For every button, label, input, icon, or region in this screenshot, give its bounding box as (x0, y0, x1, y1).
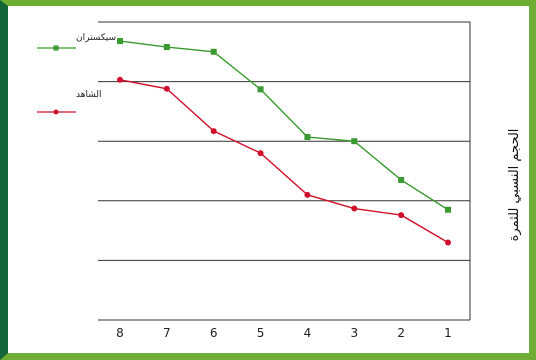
series-2-point-3 (351, 205, 358, 212)
legend-marker-1 (53, 45, 59, 51)
series-2-point-4 (304, 191, 311, 198)
series-2 (117, 76, 451, 246)
legend-label-2: الشاهد (76, 90, 101, 100)
chart-area (8, 6, 529, 353)
series-2-line (119, 79, 449, 244)
series-1-point-6 (210, 48, 217, 55)
x-tick-labels: 1 2 3 4 5 6 7 8 (116, 326, 452, 340)
series-1-point-3 (351, 138, 358, 145)
series-1-point-4 (304, 134, 311, 141)
series-2-point-2 (398, 212, 405, 219)
series-1-point-1 (445, 206, 451, 213)
series-1-point-8 (117, 38, 123, 45)
x-tick-label-7: 7 (163, 326, 171, 340)
series-2-point-5 (257, 150, 264, 157)
series-1-point-5 (257, 86, 264, 93)
series-1-line (119, 40, 449, 211)
y-axis-label: الحجم النسبي للثمرة (507, 129, 522, 242)
series-2-point-1 (445, 239, 451, 246)
series-2-point-8 (117, 76, 123, 83)
x-tick-label-4: 4 (304, 326, 312, 340)
legend-label-1: سيكستران (76, 33, 116, 43)
series-2-point-6 (210, 128, 217, 135)
x-tick-label-1: 1 (444, 326, 452, 340)
grid-lines (98, 21, 471, 321)
x-tick-label-8: 8 (116, 326, 124, 340)
legend-marker-2 (53, 109, 59, 115)
series-1 (117, 38, 451, 213)
series-2-point-7 (163, 85, 170, 92)
series-1-point-2 (398, 176, 405, 183)
x-tick-label-3: 3 (350, 326, 358, 340)
series-1-point-7 (163, 44, 170, 51)
x-tick-label-5: 5 (257, 326, 265, 340)
x-tick-label-2: 2 (397, 326, 405, 340)
x-tick-label-6: 6 (210, 326, 218, 340)
legend: سيكستران الشاهد (37, 33, 116, 115)
series-layer (117, 38, 451, 246)
